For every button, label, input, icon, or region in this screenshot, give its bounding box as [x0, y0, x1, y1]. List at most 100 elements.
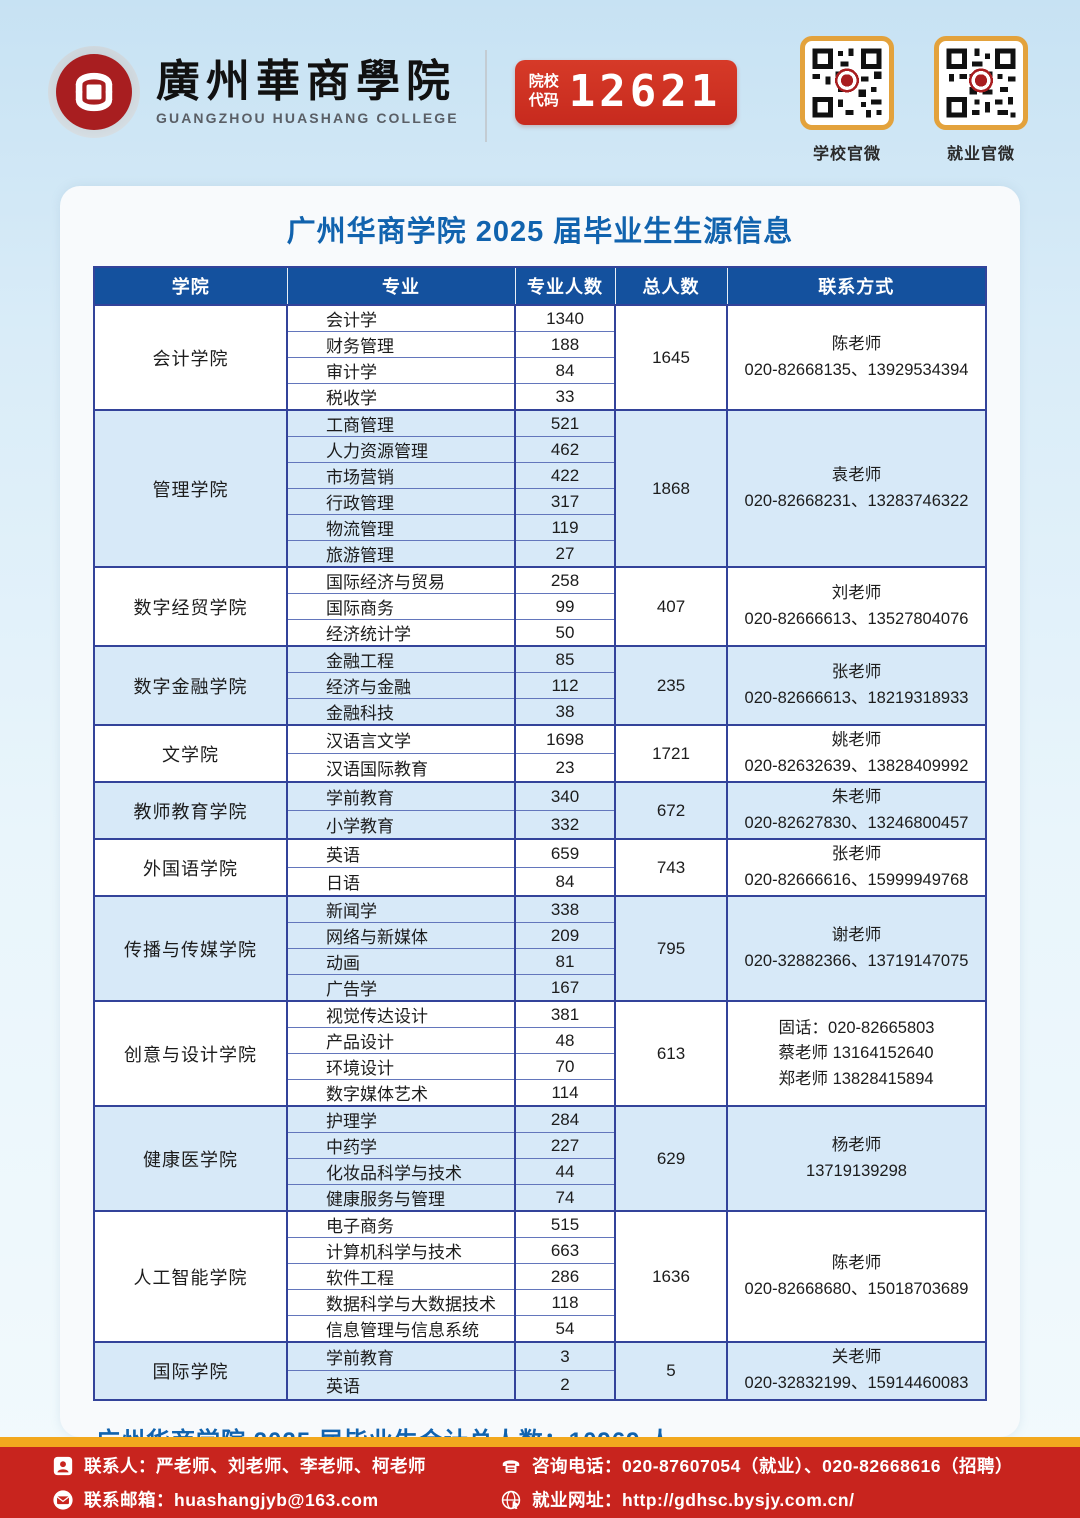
table-row: 创意与设计学院 视觉传达设计 381 613 固话：020-82665803 蔡老师 13…	[93, 1000, 987, 1107]
col-header-contact: 联系方式	[726, 267, 987, 305]
contact-cell: 陈老师 020-82668135、13929534394	[726, 304, 987, 410]
table-row: 文学院 汉语言文学 1698 1721 姚老师 020-82632639、13828409…	[93, 723, 987, 783]
footer-contact-person: 联系人：严老师、刘老师、李老师、柯老师	[52, 1453, 472, 1478]
major-name-cell: 汉语国际教育	[286, 753, 516, 783]
table-row: 人力资源管理 462	[94, 436, 986, 463]
table-row: 传播与传媒学院 新闻学 338 795 谢老师 020-32882366、13719147…	[93, 895, 987, 1002]
footer-phone: 咨询电话：020-87607054（就业）、020-82668616（招聘）	[500, 1453, 1013, 1478]
major-count-cell: 209	[514, 922, 616, 949]
table-row: 国际学院 学前教育 3 5 关老师 020-32832199、15914460083	[93, 1341, 987, 1400]
contact-line: 蔡老师 13164152640	[778, 1044, 934, 1063]
contact-book-icon	[53, 1456, 73, 1475]
contact-cell: 刘老师 020-82666613、13527804076	[726, 566, 987, 646]
footer-contact-email: 联系邮箱：huashangjyb@163.com	[52, 1487, 472, 1512]
major-name-cell: 护理学	[286, 1105, 516, 1133]
contact-cell: 姚老师 020-82632639、13828409992	[726, 723, 987, 783]
qr-area: 学校官微	[800, 36, 1028, 164]
college-name-zh: 廣州華商學院	[156, 55, 456, 107]
contact-line: 张老师	[831, 662, 882, 681]
total-count-cell: 672	[614, 781, 728, 840]
college-name-cell: 外国语学院	[93, 838, 288, 897]
total-count-cell: 613	[614, 1000, 728, 1107]
table-row: 化妆品科学与技术 44	[94, 1158, 986, 1185]
table-body: 会计学院 会计学 1340 1645 陈老师 020-82668135、139295343…	[93, 304, 987, 1400]
contact-line: 020-82666616、15999949768	[744, 870, 969, 889]
major-count-cell: 1340	[514, 304, 616, 332]
qr-employment-label: 就业官微	[946, 146, 1015, 163]
contact-line: 关老师	[831, 1348, 882, 1367]
content-panel: 广州华商学院 2025 届毕业生生源信息 学院 专业 专业人数 总人数 联系方式…	[60, 186, 1020, 1455]
major-name-cell: 软件工程	[286, 1263, 516, 1290]
major-count-cell: 3	[514, 1341, 616, 1371]
table-row: 人工智能学院 电子商务 515 1636 陈老师 020-82668680、1501870…	[93, 1210, 987, 1343]
major-count-cell: 118	[514, 1289, 616, 1316]
table-row: 教师教育学院 学前教育 340 672 朱老师 020-82627830、13246800…	[93, 781, 987, 840]
total-count-cell: 235	[614, 645, 728, 725]
college-name-cell: 创意与设计学院	[93, 1000, 288, 1107]
college-code-value: 12621	[568, 66, 722, 117]
major-name-cell: 人力资源管理	[286, 436, 516, 463]
contact-line: 谢老师	[831, 926, 882, 945]
major-name-cell: 学前教育	[286, 1341, 516, 1371]
major-count-cell: 462	[514, 436, 616, 463]
contact-line: 020-32882366、13719147075	[744, 951, 969, 970]
major-name-cell: 经济与金融	[286, 672, 516, 699]
total-count-cell: 795	[614, 895, 728, 1002]
table-row: 税收学 33	[94, 383, 986, 410]
table-row: 金融科技 38	[94, 698, 986, 725]
col-header-major-count: 专业人数	[514, 267, 616, 305]
table-row: 市场营销 422	[94, 462, 986, 489]
contact-line: 袁老师	[831, 465, 882, 484]
contact-line: 020-82668135、13929534394	[744, 360, 969, 379]
college-code-badge: 院校 代码 12621	[514, 60, 738, 125]
major-name-cell: 数字媒体艺术	[286, 1079, 516, 1107]
table-row: 财务管理 188	[94, 331, 986, 358]
contact-line: 刘老师	[831, 583, 882, 602]
table-row: 日语 84	[94, 867, 986, 897]
major-count-cell: 23	[514, 753, 616, 783]
major-name-cell: 旅游管理	[286, 540, 516, 567]
major-count-cell: 54	[514, 1315, 616, 1343]
table-row: 行政管理 317	[94, 488, 986, 515]
table-row: 中药学 227	[94, 1132, 986, 1159]
total-count-cell: 407	[614, 566, 728, 646]
major-name-cell: 日语	[286, 867, 516, 897]
total-count-cell: 1868	[614, 409, 728, 567]
table-row: 动画 81	[94, 948, 986, 975]
qr-employment-icon	[934, 36, 1028, 130]
major-count-cell: 227	[514, 1132, 616, 1159]
contact-cell: 固话：020-82665803 蔡老师 13164152640 郑老师 138284…	[726, 1000, 987, 1107]
page-footer: 联系人：严老师、刘老师、李老师、柯老师 联系邮箱：huashangjyb@163…	[0, 1447, 1080, 1518]
table-header-row: 学院 专业 专业人数 总人数 联系方式	[93, 267, 987, 305]
major-count-cell: 27	[514, 540, 616, 567]
major-name-cell: 金融工程	[286, 645, 516, 673]
contact-cell: 朱老师 020-82627830、13246800457	[726, 781, 987, 840]
major-count-cell: 317	[514, 488, 616, 515]
college-name-cell: 管理学院	[93, 409, 288, 567]
contact-line: 020-82627830、13246800457	[744, 813, 969, 832]
table-row: 产品设计 48	[94, 1027, 986, 1054]
contact-line: 张老师	[831, 845, 882, 864]
contact-line: 020-82666613、13527804076	[744, 609, 969, 628]
college-seal-icon	[48, 46, 140, 138]
major-name-cell: 会计学	[286, 304, 516, 332]
major-count-cell: 422	[514, 462, 616, 489]
table-row: 数字媒体艺术 114	[94, 1079, 986, 1107]
table-row: 物流管理 119	[94, 514, 986, 541]
table-row: 管理学院 工商管理 521 1868 袁老师 020-82668231、132837463…	[93, 409, 987, 567]
contact-line: 陈老师	[831, 1254, 882, 1273]
col-header-college: 学院	[93, 267, 288, 305]
college-logo: 廣州華商學院 GUANGZHOU HUASHANG COLLEGE	[48, 46, 459, 138]
major-count-cell: 286	[514, 1263, 616, 1290]
major-name-cell: 健康服务与管理	[286, 1184, 516, 1212]
major-name-cell: 审计学	[286, 357, 516, 384]
major-count-cell: 84	[514, 357, 616, 384]
contact-cell: 袁老师 020-82668231、13283746322	[726, 409, 987, 567]
globe-icon	[501, 1490, 521, 1509]
telephone-icon	[502, 1459, 520, 1473]
major-count-cell: 663	[514, 1237, 616, 1264]
qr-school-label: 学校官微	[812, 146, 881, 163]
contact-cell: 关老师 020-32832199、15914460083	[726, 1341, 987, 1400]
table-row: 经济与金融 112	[94, 672, 986, 699]
envelope-icon	[53, 1489, 73, 1510]
